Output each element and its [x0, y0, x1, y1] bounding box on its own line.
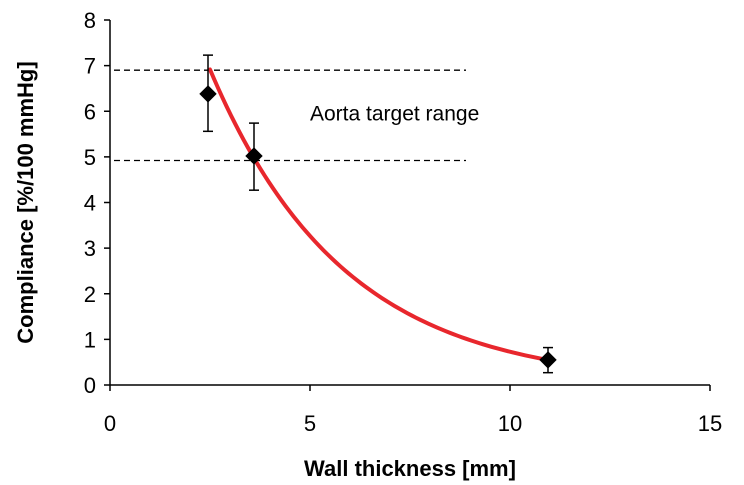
y-tick-label: 5: [84, 145, 96, 170]
x-tick-label: 15: [698, 411, 722, 436]
y-axis-ticks: 0 1 2 3 4 5 6 7 8: [84, 8, 110, 398]
y-tick-label: 3: [84, 236, 96, 261]
fit-curve: [208, 67, 548, 362]
x-axis-title: Wall thickness [mm]: [304, 456, 516, 481]
reference-lines: [114, 69, 466, 162]
annotation-aorta-target-range: Aorta target range: [310, 103, 479, 126]
x-tick-label: 0: [104, 411, 116, 436]
x-axis-ticks: 0 5 10 15: [104, 385, 722, 436]
y-tick-label: 0: [84, 373, 96, 398]
x-tick-label: 5: [304, 411, 316, 436]
y-tick-label: 6: [84, 99, 96, 124]
y-tick-label: 1: [84, 327, 96, 352]
y-tick-label: 2: [84, 282, 96, 307]
fit-curve-group: [208, 67, 548, 362]
y-tick-label: 8: [84, 8, 96, 33]
plot-area: [109, 20, 710, 386]
y-tick-label: 7: [84, 54, 96, 79]
data-point: [539, 351, 557, 369]
y-axis-title: Compliance [%/100 mmHg]: [13, 61, 38, 343]
data-point: [245, 147, 263, 165]
data-points: [199, 85, 557, 369]
y-tick-label: 4: [84, 191, 96, 216]
data-point: [199, 85, 217, 103]
x-tick-label: 10: [498, 411, 522, 436]
